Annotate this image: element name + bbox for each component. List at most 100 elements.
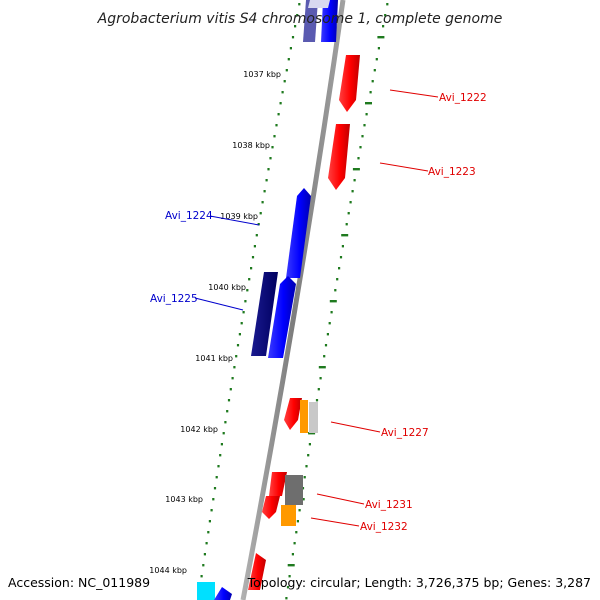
minor-tick	[224, 421, 227, 424]
major-tick	[308, 432, 316, 435]
minor-tick	[200, 575, 203, 578]
minor-tick	[334, 289, 337, 292]
minor-tick	[285, 597, 288, 600]
minor-tick	[250, 267, 253, 270]
gene-avi-1227-c[interactable]	[309, 402, 318, 433]
minor-tick	[361, 135, 364, 138]
minor-tick	[267, 168, 270, 171]
gene-avi-1227-a[interactable]	[284, 398, 302, 430]
minor-tick	[298, 509, 301, 512]
minor-tick	[205, 542, 208, 545]
gene-avi-1223[interactable]	[328, 124, 350, 190]
minor-tick	[339, 256, 343, 259]
minor-tick	[384, 14, 387, 17]
gene-feature[interactable]	[321, 0, 338, 42]
minor-tick	[293, 542, 296, 545]
gene-feature[interactable]	[269, 472, 287, 496]
minor-tick	[303, 476, 306, 479]
minor-tick	[375, 58, 378, 61]
major-tick	[329, 300, 337, 303]
tick-label: 1039 kbp	[220, 212, 258, 221]
gene-label-leaders	[194, 89, 439, 527]
gene-avi-1225[interactable]	[251, 272, 278, 356]
minor-tick	[273, 135, 276, 138]
minor-tick	[296, 520, 299, 523]
minor-tick	[275, 124, 278, 127]
gene-avi-1222[interactable]	[339, 55, 360, 112]
minor-tick	[371, 80, 374, 83]
gene-label[interactable]: Avi_1225	[150, 293, 198, 305]
minor-tick	[208, 520, 211, 523]
minor-tick	[259, 212, 262, 215]
minor-tick	[253, 245, 256, 248]
gene-avi-1231[interactable]	[285, 475, 303, 505]
minor-tick	[207, 531, 210, 534]
minor-tick	[336, 278, 339, 281]
minor-tick	[330, 311, 333, 314]
minor-tick	[246, 289, 249, 292]
gene-avi-1224[interactable]	[286, 188, 311, 278]
major-tick	[377, 36, 385, 39]
map-title: Agrobacterium vitis S4 chromosome 1, com…	[97, 11, 503, 27]
gene-label[interactable]: Avi_1224	[165, 210, 213, 222]
minor-tick	[220, 443, 223, 446]
tick-label: 1038 kbp	[232, 141, 270, 150]
gene-feature[interactable]	[268, 276, 296, 358]
minor-tick	[296, 14, 299, 17]
tick-label: 1040 kbp	[208, 283, 246, 292]
tick-label: 1042 kbp	[180, 425, 218, 434]
minor-tick	[319, 377, 322, 380]
minor-tick	[291, 36, 295, 39]
minor-tick	[263, 190, 266, 193]
gene-feature[interactable]	[214, 587, 232, 600]
minor-tick	[308, 443, 311, 446]
minor-tick	[222, 432, 225, 435]
minor-tick	[213, 487, 217, 490]
minor-tick	[289, 47, 292, 50]
minor-tick	[240, 322, 243, 325]
gene-feature[interactable]	[197, 582, 215, 600]
gene-label[interactable]: Avi_1232	[360, 521, 408, 533]
tick-labels: 1037 kbp 1038 kbp 1039 kbp 1040 kbp 1041…	[149, 70, 281, 575]
minor-tick	[295, 531, 298, 534]
minor-tick	[326, 333, 329, 336]
gene-feature[interactable]	[303, 0, 318, 42]
minor-tick	[328, 322, 331, 325]
gene-label[interactable]: Avi_1222	[439, 92, 487, 104]
minor-tick	[236, 344, 240, 347]
minor-tick	[305, 465, 308, 468]
major-tick	[352, 168, 360, 171]
minor-tick	[324, 344, 328, 347]
minor-tick	[369, 91, 372, 94]
minor-tick	[382, 25, 385, 28]
major-tick	[318, 366, 326, 369]
gene-labels: Avi_1222 Avi_1223 Avi_1224 Avi_1225 Avi_…	[150, 92, 487, 533]
minor-tick	[386, 3, 389, 6]
tick-label: 1041 kbp	[195, 354, 233, 363]
minor-tick	[261, 201, 264, 204]
minor-tick	[235, 355, 238, 358]
minor-tick	[229, 388, 232, 391]
minor-tick	[315, 399, 319, 402]
minor-tick	[351, 190, 354, 193]
gene-avi-1232[interactable]	[281, 505, 296, 526]
minor-tick	[227, 399, 231, 402]
gene-label[interactable]: Avi_1231	[365, 499, 413, 511]
tick-label: 1037 kbp	[243, 70, 281, 79]
minor-tick	[255, 234, 258, 237]
gene-label[interactable]: Avi_1223	[428, 166, 476, 178]
minor-tick	[307, 454, 310, 457]
gene-feature[interactable]	[248, 553, 266, 590]
gene-label[interactable]: Avi_1227	[381, 427, 429, 439]
minor-tick	[373, 69, 376, 72]
minor-tick	[238, 333, 241, 336]
gene-feature[interactable]	[308, 0, 330, 8]
gene-feature[interactable]	[262, 496, 280, 519]
genome-backbone	[240, 0, 346, 600]
minor-tick	[231, 377, 234, 380]
minor-tick	[377, 47, 380, 50]
minor-tick	[279, 102, 282, 105]
gene-avi-1227-b[interactable]	[300, 400, 308, 433]
